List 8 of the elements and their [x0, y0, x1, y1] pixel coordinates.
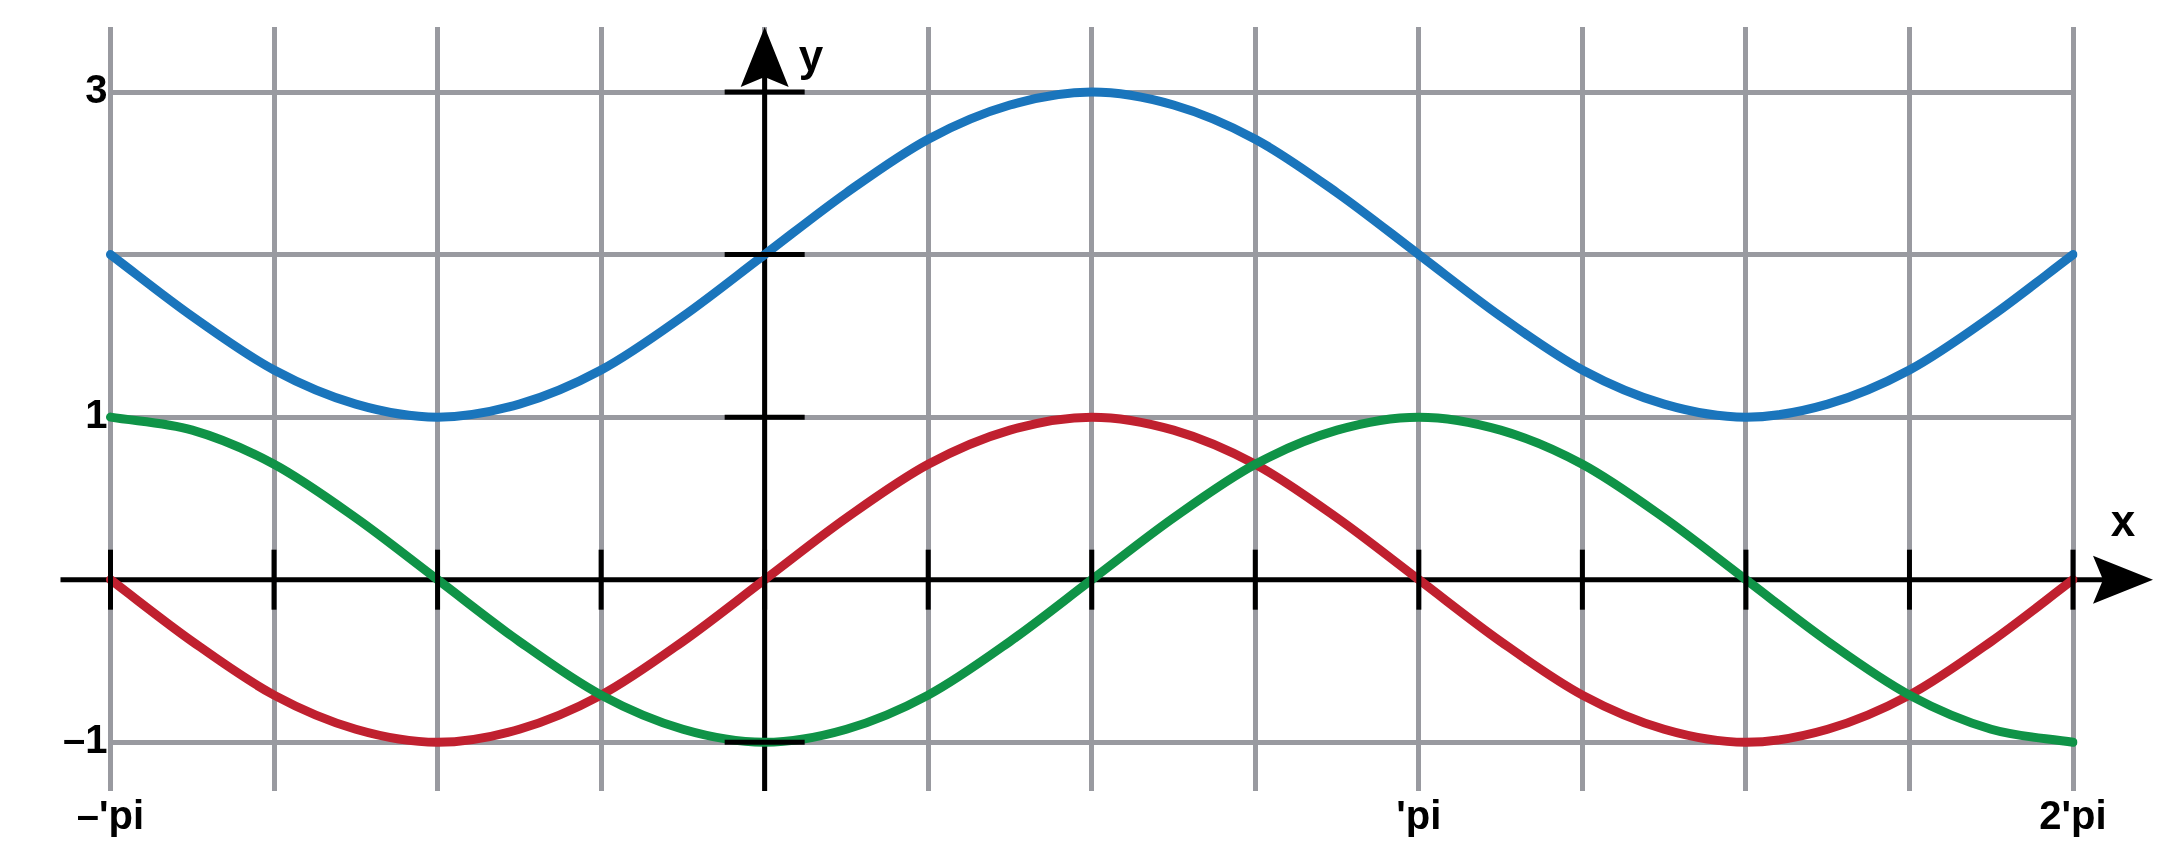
x-axis-title: x [2110, 495, 2136, 545]
y-tick-label: 1 [85, 392, 108, 437]
y-axis-title: y [798, 31, 824, 81]
x-tick-label: 'pi [1396, 793, 1442, 838]
y-tick-label: 3 [85, 67, 108, 112]
x-tick-label: 2'pi [2039, 793, 2107, 838]
x-tick-label: –'pi [76, 793, 145, 838]
y-tick-label: –1 [62, 717, 108, 762]
